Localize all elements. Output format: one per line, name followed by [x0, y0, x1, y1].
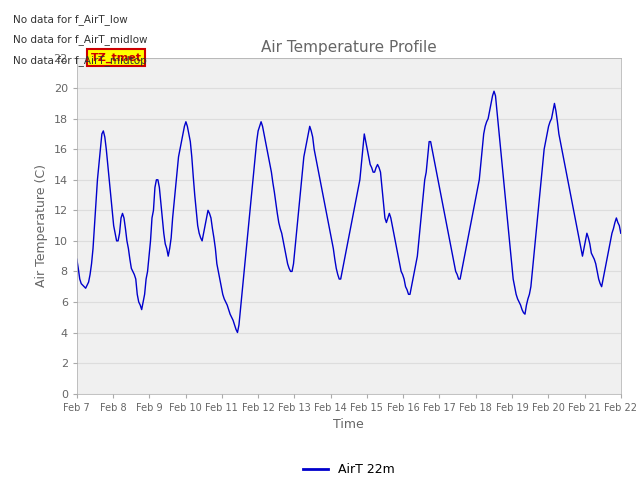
Text: TZ_tmet: TZ_tmet [91, 52, 141, 63]
X-axis label: Time: Time [333, 418, 364, 431]
Text: No data for f_AirT_low: No data for f_AirT_low [13, 14, 127, 25]
Title: Air Temperature Profile: Air Temperature Profile [261, 40, 436, 55]
Y-axis label: Air Temperature (C): Air Temperature (C) [35, 164, 48, 287]
Legend: AirT 22m: AirT 22m [298, 458, 399, 480]
Text: No data for f_AirT_midtop: No data for f_AirT_midtop [13, 55, 147, 66]
Text: No data for f_AirT_midlow: No data for f_AirT_midlow [13, 35, 147, 46]
